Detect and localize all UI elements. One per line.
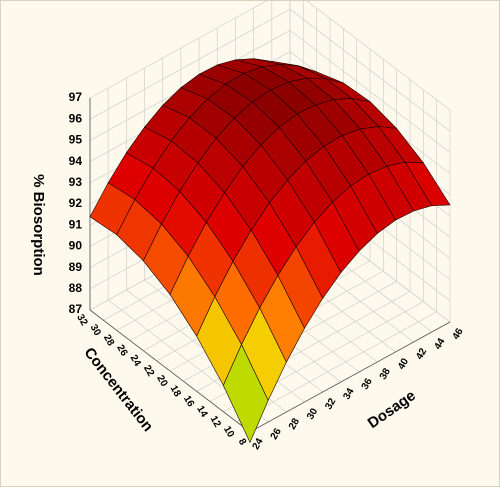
z-tick-label: 92 [69, 196, 83, 210]
y-tick-label: 12 [208, 414, 223, 430]
y-tick-label: 16 [181, 394, 196, 410]
grid-line [89, 8, 291, 120]
y-tick-label: 24 [128, 353, 143, 369]
x-tick-label: 42 [414, 346, 429, 362]
surface-cell [223, 343, 269, 444]
z-tick-label: 94 [69, 154, 83, 168]
z-tick-label: 88 [69, 281, 83, 295]
y-tick-label: 26 [114, 343, 129, 359]
x-tick-label: 30 [305, 406, 320, 422]
y-tick-label: 8 [236, 437, 249, 448]
x-tick-label: 46 [451, 326, 466, 342]
grid-line [89, 0, 269, 99]
y-tick-label: 32 [74, 313, 89, 329]
z-tick-label: 97 [69, 90, 83, 104]
y-tick-label: 18 [168, 384, 183, 400]
z-tick-label: 96 [69, 111, 83, 125]
axis-line [89, 309, 251, 433]
y-tick-label: 14 [194, 404, 209, 420]
grid-line [236, 311, 437, 423]
axis-line [249, 321, 451, 433]
x-tick-label: 40 [396, 356, 411, 372]
y-tick-label: 22 [141, 363, 156, 379]
x-tick-label: 32 [323, 396, 338, 412]
z-tick-label: 91 [69, 217, 83, 231]
x-tick-label: 26 [269, 426, 284, 442]
x-tick-label: 24 [251, 436, 266, 452]
x-tick-label: 34 [341, 386, 356, 402]
z-tick-label: 87 [69, 302, 83, 316]
z-axis-title: % Biosorption [30, 174, 47, 276]
z-tick-label: 89 [69, 260, 83, 274]
y-tick-label: 20 [154, 374, 169, 390]
y-tick-label: 28 [101, 333, 116, 349]
x-tick-label: 44 [432, 336, 447, 352]
x-tick-label: 28 [287, 416, 302, 432]
x-tick-label: 38 [378, 366, 393, 382]
z-tick-label: 90 [69, 239, 83, 253]
y-tick-label: 30 [88, 323, 103, 339]
z-tick-label: 93 [69, 175, 83, 189]
x-tick-label: 36 [360, 376, 375, 392]
y-tick-label: 10 [221, 424, 236, 440]
z-tick-label: 95 [69, 133, 83, 147]
